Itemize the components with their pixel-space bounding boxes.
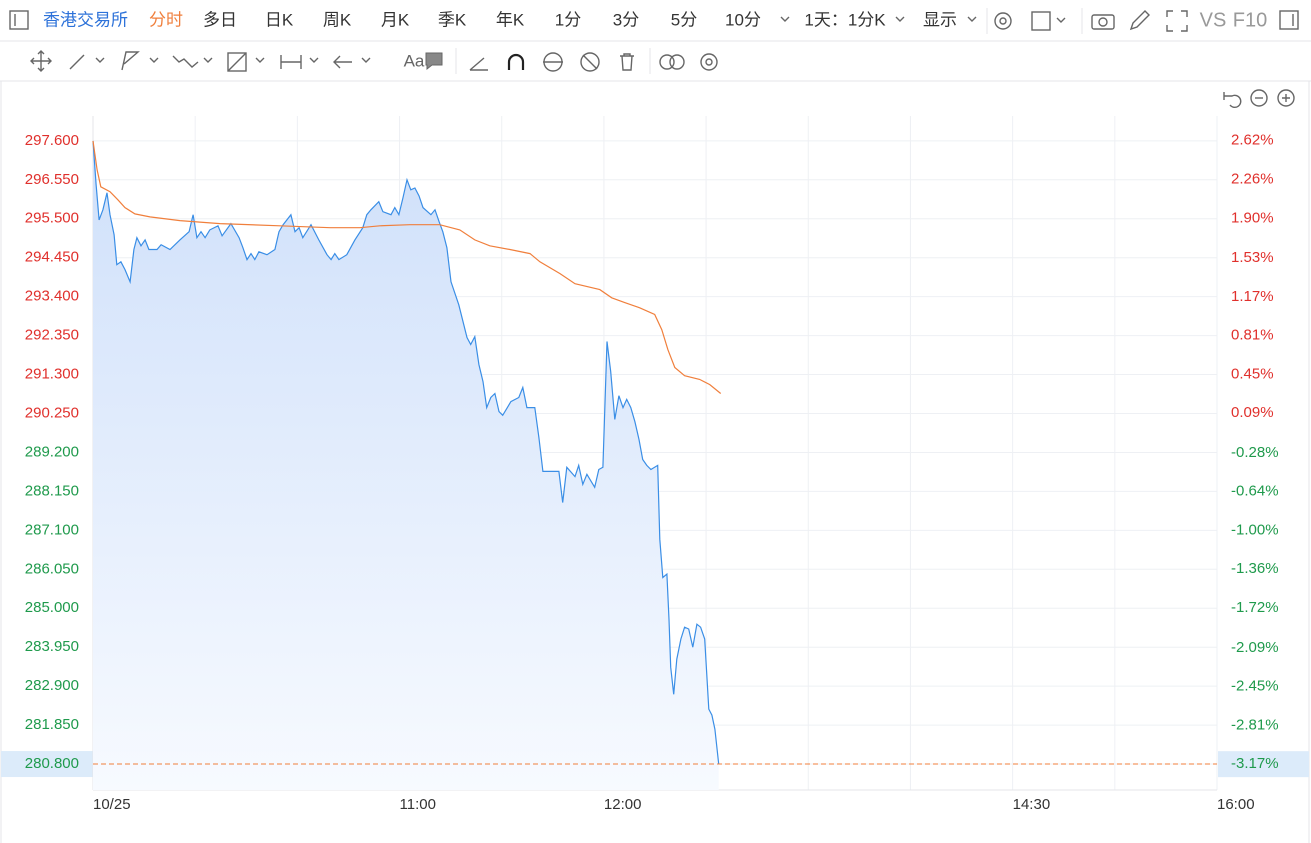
wave-tool[interactable] [172,55,213,68]
chart-settings[interactable] [700,53,718,71]
screenshot-button[interactable] [1091,14,1115,30]
y-tick-label: 290.250 [25,404,79,421]
x-tick-label: 14:30 [1013,796,1051,813]
y2-tick-label: 0.45% [1231,365,1274,382]
chevron[interactable] [895,16,905,22]
chevron[interactable] [967,16,977,22]
period-tab[interactable]: 5分 [671,10,697,29]
y2-tick-label: -2.81% [1231,716,1279,733]
arrow-tool[interactable] [333,55,371,69]
y-tick-label: 287.100 [25,521,79,538]
y2-tick-label: 1.17% [1231,288,1274,305]
y-tick-label: 286.050 [25,560,79,577]
x-tick-label: 10/25 [93,796,131,813]
period-tab[interactable]: 季K [438,10,467,29]
settings-button[interactable] [994,12,1012,30]
period-tab[interactable]: 月K [381,10,410,29]
y-tick-label: 292.350 [25,327,79,344]
y2-tick-label: -2.09% [1231,639,1279,656]
percent-highlight [1218,751,1309,778]
exchange-button[interactable]: 香港交易所 [43,10,128,29]
measure-tool[interactable] [280,55,319,69]
y-tick-label: 294.450 [25,249,79,266]
zoom-out-button[interactable] [1250,89,1268,107]
display-select[interactable]: 显示 [923,10,957,29]
y2-tick-label: 2.62% [1231,132,1274,149]
period-tab[interactable]: 10分 [725,10,761,29]
y-tick-label: 289.200 [25,443,79,460]
y-tick-label: 295.500 [25,210,79,227]
fullscreen-button[interactable] [1166,10,1188,32]
period-tab[interactable]: 年K [496,10,525,29]
y2-tick-label: 1.90% [1231,209,1274,226]
average-line [92,140,722,394]
line-tool[interactable] [69,54,105,70]
y-tick-label: 282.900 [25,677,79,694]
period-tab[interactable]: 分时 [149,10,183,29]
period-tab[interactable]: 1分 [555,10,581,29]
price-area [93,140,719,790]
chevron[interactable] [780,16,790,22]
period-tab[interactable]: 3分 [613,10,639,29]
y2-tick-label: -3.17% [1231,755,1279,772]
price-highlight [1,751,93,778]
text-tool[interactable]: Aa [404,51,425,70]
interval-select[interactable]: 1天：1分K [804,10,886,29]
reset-button[interactable] [1223,92,1242,109]
y-tick-label: 297.600 [25,132,79,149]
y-tick-label: 293.400 [25,288,79,305]
y2-tick-label: -0.64% [1231,483,1279,500]
y-tick-label: 285.000 [25,599,79,616]
period-tab[interactable]: 周K [323,10,352,29]
y2-tick-label: 2.26% [1231,170,1274,187]
angle-tool[interactable] [469,57,488,71]
layout-button[interactable] [1031,11,1066,31]
comment-tool[interactable] [425,52,443,71]
panel-toggle[interactable] [1279,10,1299,30]
x-tick-label: 16:00 [1217,796,1255,813]
magnet-tool[interactable] [507,53,525,70]
y-tick-label: 291.300 [25,366,79,383]
delete-tool[interactable] [620,53,634,71]
y-tick-label: 288.150 [25,482,79,499]
price-line [92,140,720,765]
vs-button[interactable]: VS [1200,9,1227,31]
x-tick-label: 11:00 [400,796,436,813]
move-tool[interactable] [30,50,52,72]
y2-tick-label: -2.45% [1231,678,1279,695]
compare-tool[interactable] [659,54,685,70]
y2-tick-label: -0.28% [1231,444,1279,461]
y2-tick-label: 1.53% [1231,249,1274,266]
f10-button[interactable]: F10 [1233,9,1267,31]
sidebar-toggle[interactable] [9,10,29,30]
period-tab[interactable]: 多日 [203,10,237,29]
channel-tool[interactable] [121,51,159,71]
x-tick-label: 12:00 [604,796,642,813]
hide-tool[interactable] [580,52,600,72]
lock-tool[interactable] [543,52,563,72]
y2-tick-label: 0.81% [1231,327,1274,344]
y-tick-label: 281.850 [25,716,79,733]
fib-tool[interactable] [227,52,265,72]
y2-tick-label: -1.72% [1231,599,1279,616]
y-tick-label: 283.950 [25,638,79,655]
draw-button[interactable] [1129,10,1150,31]
zoom-in-button[interactable] [1277,89,1295,107]
y-tick-label: 296.550 [25,171,79,188]
y-tick-label: 280.800 [25,755,79,772]
y2-tick-label: -1.00% [1231,521,1279,538]
y2-tick-label: 0.09% [1231,404,1274,421]
period-tab[interactable]: 日K [265,10,294,29]
y2-tick-label: -1.36% [1231,560,1279,577]
